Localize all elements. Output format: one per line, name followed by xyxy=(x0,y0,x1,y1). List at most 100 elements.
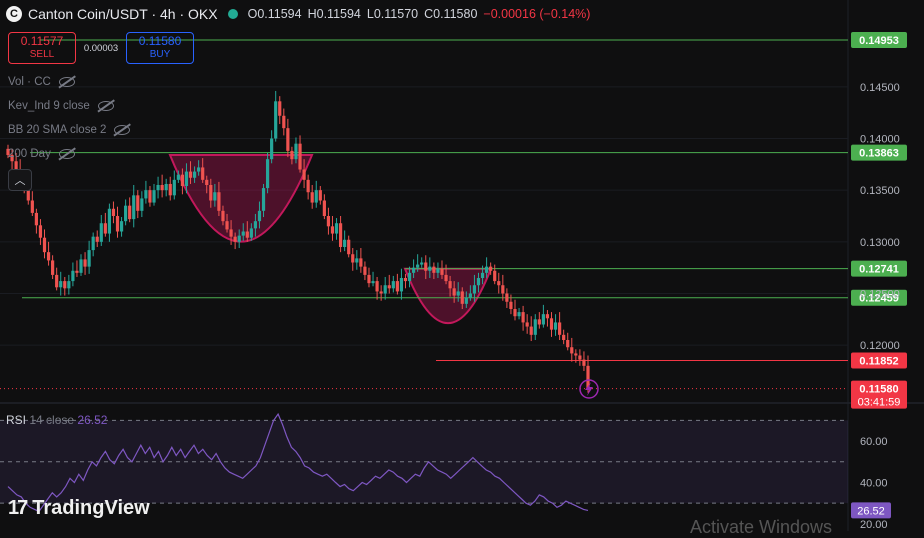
candle-countdown: 03:41:59 xyxy=(858,397,901,409)
candle-body xyxy=(10,155,14,162)
candle-body xyxy=(124,205,128,222)
candle-body xyxy=(529,326,533,335)
candle-body xyxy=(586,365,590,389)
candle-body xyxy=(290,150,294,160)
candle-body xyxy=(476,278,481,286)
candle-body xyxy=(136,195,140,211)
candle-body xyxy=(38,225,43,238)
candle-body xyxy=(513,309,517,317)
candle-body xyxy=(497,281,501,286)
indicator-200day[interactable]: 200 Day xyxy=(8,148,75,160)
candle-body xyxy=(411,267,416,273)
candle-body xyxy=(314,190,318,203)
candle-body xyxy=(452,288,456,296)
candle-body xyxy=(472,285,477,294)
candle-body xyxy=(379,291,383,294)
candle-body xyxy=(387,285,391,289)
candle-body xyxy=(541,314,545,325)
indicator-kev[interactable]: Kev_Ind 9 close xyxy=(8,100,114,112)
lightning-icon[interactable] xyxy=(579,379,599,399)
collapse-legend-button[interactable]: ︿ xyxy=(8,169,32,191)
indicator-label: 200 Day xyxy=(8,148,51,160)
candle-body xyxy=(322,200,326,216)
candle-body xyxy=(558,322,562,335)
price-tick-label: 0.13000 xyxy=(860,237,900,249)
level-price-label: 0.11852 xyxy=(859,355,898,367)
candle-body xyxy=(371,281,375,284)
candle-body xyxy=(168,183,172,196)
indicator-bb[interactable]: BB 20 SMA close 2 xyxy=(8,124,131,136)
rsi-value-badge xyxy=(851,502,891,519)
market-open-dot-icon xyxy=(227,9,238,19)
candle-body xyxy=(205,179,209,185)
level-price-label: 0.13863 xyxy=(859,148,899,160)
candle-body xyxy=(375,281,379,292)
candle-body xyxy=(152,190,156,203)
price-tick-label: 0.12500 xyxy=(860,289,900,301)
candle-body xyxy=(241,231,245,236)
hidden-eye-icon[interactable] xyxy=(114,125,131,135)
candle-body xyxy=(351,254,355,263)
candle-body xyxy=(51,260,55,275)
buy-button[interactable]: 0.11580 BUY xyxy=(126,32,194,64)
candle-body xyxy=(330,226,335,234)
hidden-eye-icon[interactable] xyxy=(58,149,75,159)
candle-body xyxy=(436,268,440,273)
candle-body xyxy=(310,192,314,203)
candle-body xyxy=(30,200,34,213)
candle-body xyxy=(111,208,116,216)
candle-body xyxy=(440,268,444,275)
windows-watermark: Activate Windows xyxy=(690,517,833,537)
candle-body xyxy=(318,190,322,201)
sell-label: SELL xyxy=(29,49,55,60)
rsi-tick-label: 60.00 xyxy=(860,436,888,448)
level-price-badge xyxy=(851,352,907,369)
tradingview-logo-icon: 17 xyxy=(8,497,28,519)
brand-name: TradingView xyxy=(32,497,150,519)
sell-button[interactable]: 0.11577 SELL xyxy=(8,32,76,64)
candle-body xyxy=(464,297,468,304)
symbol-header: C Canton Coin/USDT · 4h · OKX O0.11594 H… xyxy=(6,6,590,22)
candle-body xyxy=(91,236,95,251)
level-price-label: 0.14953 xyxy=(859,35,899,47)
candle-body xyxy=(383,285,387,294)
candle-body xyxy=(229,229,233,237)
rsi-legend[interactable]: RSI 14 close 26.52 xyxy=(6,413,107,427)
candle-body xyxy=(249,228,253,238)
candle-body xyxy=(416,264,420,268)
candle-body xyxy=(460,291,464,304)
cup-pattern-overlays xyxy=(168,154,493,325)
indicator-volume[interactable]: Vol · CC xyxy=(8,76,75,88)
candle-body xyxy=(128,205,132,220)
level-price-badge xyxy=(851,32,907,49)
candle-body xyxy=(115,216,120,232)
candle-body xyxy=(132,195,136,220)
candle-body xyxy=(521,312,525,323)
candle-body xyxy=(493,270,497,282)
hidden-eye-icon[interactable] xyxy=(97,101,114,111)
candle-body xyxy=(338,223,343,247)
candle-body xyxy=(505,293,509,302)
hidden-eye-icon[interactable] xyxy=(58,77,75,87)
level-price-label: 0.12459 xyxy=(859,293,899,305)
candle-body xyxy=(63,281,67,289)
candle-body xyxy=(537,319,541,325)
symbol-title[interactable]: Canton Coin/USDT · 4h · OKX xyxy=(28,6,218,22)
candle-body xyxy=(456,291,460,296)
rsi-value: 26.52 xyxy=(77,413,108,427)
tradingview-brand[interactable]: 17 TradingView xyxy=(8,497,150,520)
candle-body xyxy=(553,322,558,330)
cup-pattern-shape xyxy=(168,154,314,243)
candle-body xyxy=(562,334,566,340)
candle-body xyxy=(363,266,367,275)
indicator-label: Kev_Ind 9 close xyxy=(8,100,90,112)
last-price-badge xyxy=(851,380,907,409)
candle-body xyxy=(237,235,241,242)
candle-body xyxy=(545,314,550,319)
candle-body xyxy=(270,138,274,160)
indicator-label: Vol · CC xyxy=(8,76,51,88)
candle-body xyxy=(144,190,148,199)
